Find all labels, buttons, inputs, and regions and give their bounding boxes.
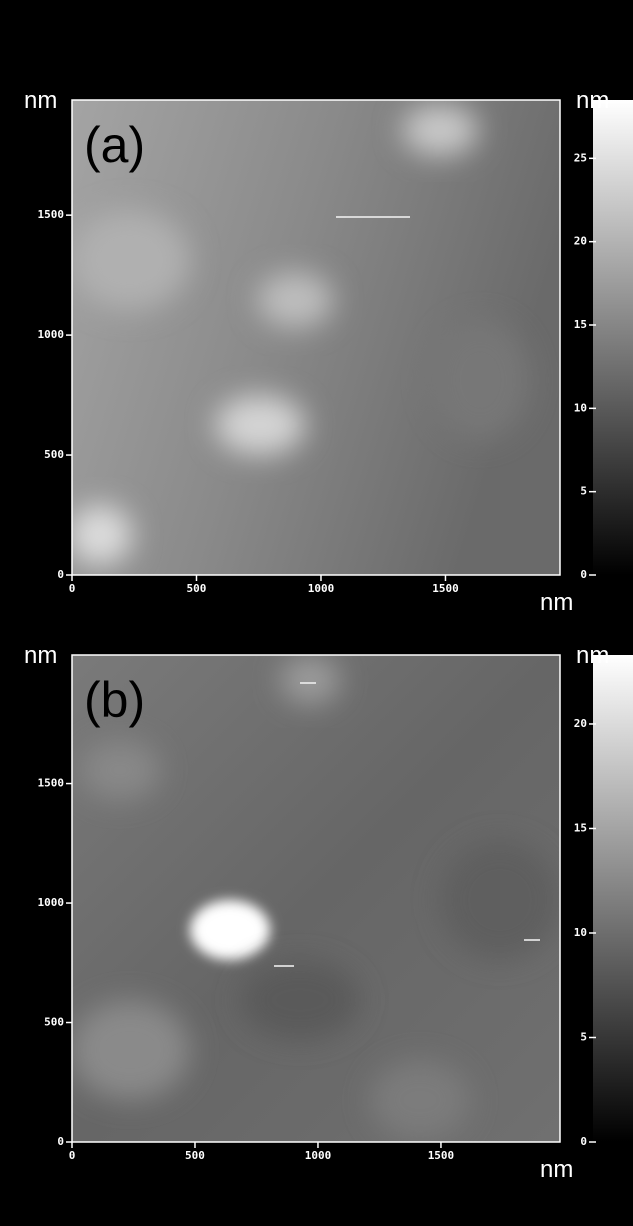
colorbar bbox=[593, 100, 633, 575]
surface-feature bbox=[430, 320, 530, 440]
colorbar-tick-label: 20 bbox=[574, 235, 587, 248]
colorbar-unit: nm bbox=[576, 642, 609, 669]
x-tick-label: 1500 bbox=[428, 1149, 455, 1162]
image-frame bbox=[71, 654, 561, 1143]
x-tick-label: 1000 bbox=[305, 1149, 332, 1162]
x-tick-label: 1000 bbox=[308, 582, 335, 595]
surface-feature bbox=[72, 1000, 190, 1100]
surface-feature bbox=[72, 210, 190, 310]
panel-label: (a) bbox=[84, 117, 145, 173]
colorbar-tick-label: 10 bbox=[574, 926, 587, 939]
y-tick-label: 1500 bbox=[38, 208, 65, 221]
y-tick-label: 500 bbox=[44, 448, 64, 461]
surface-feature bbox=[280, 656, 340, 704]
y-tick-label: 500 bbox=[44, 1016, 64, 1029]
colorbar-tick-label: 10 bbox=[574, 401, 587, 414]
colorbar-unit: nm bbox=[576, 87, 609, 114]
x-tick-label: 500 bbox=[187, 582, 207, 595]
colorbar-tick-label: 15 bbox=[574, 318, 587, 331]
y-tick-label: 0 bbox=[57, 568, 64, 581]
x-tick-label: 1500 bbox=[432, 582, 459, 595]
panel: (a) 0 500 1000 1500 0 500 1000 1500 nm nm 0 5 10 15 20 2… bbox=[24, 87, 633, 616]
x-unit: nm bbox=[540, 589, 573, 616]
x-tick-label: 500 bbox=[185, 1149, 205, 1162]
panel: (b) 0 500 1000 1500 0 500 1000 1500 nm nm 0 5 10 15 20 n… bbox=[24, 642, 633, 1183]
y-tick-label: 0 bbox=[57, 1135, 64, 1148]
surface-feature bbox=[215, 395, 305, 455]
surface-feature bbox=[190, 900, 270, 960]
afm-image bbox=[72, 655, 560, 1142]
colorbar-tick-label: 15 bbox=[574, 821, 587, 834]
x-unit: nm bbox=[540, 1156, 573, 1183]
colorbar-tick-label: 20 bbox=[574, 717, 587, 730]
x-tick-label: 0 bbox=[69, 1149, 76, 1162]
y-tick-label: 1000 bbox=[38, 896, 65, 909]
y-tick-label: 1500 bbox=[38, 777, 65, 790]
surface-feature bbox=[440, 840, 560, 960]
surface-feature bbox=[240, 960, 360, 1040]
surface-feature bbox=[257, 272, 333, 328]
colorbar-tick-label: 5 bbox=[580, 1030, 587, 1043]
colorbar-tick-label: 5 bbox=[580, 485, 587, 498]
colorbar-tick-label: 0 bbox=[580, 1135, 587, 1148]
image-frame bbox=[71, 99, 561, 576]
y-unit: nm bbox=[24, 87, 57, 114]
x-tick-label: 0 bbox=[69, 582, 76, 595]
surface-feature bbox=[370, 1060, 470, 1140]
colorbar bbox=[593, 655, 633, 1142]
y-unit: nm bbox=[24, 642, 57, 669]
colorbar-tick-label: 25 bbox=[574, 151, 587, 164]
surface-feature bbox=[80, 740, 160, 800]
colorbar-tick-label: 0 bbox=[580, 568, 587, 581]
afm-image bbox=[72, 100, 560, 575]
surface-feature bbox=[402, 104, 478, 156]
surface-feature bbox=[72, 505, 132, 565]
panel-label: (b) bbox=[84, 672, 145, 728]
y-tick-label: 1000 bbox=[38, 328, 65, 341]
